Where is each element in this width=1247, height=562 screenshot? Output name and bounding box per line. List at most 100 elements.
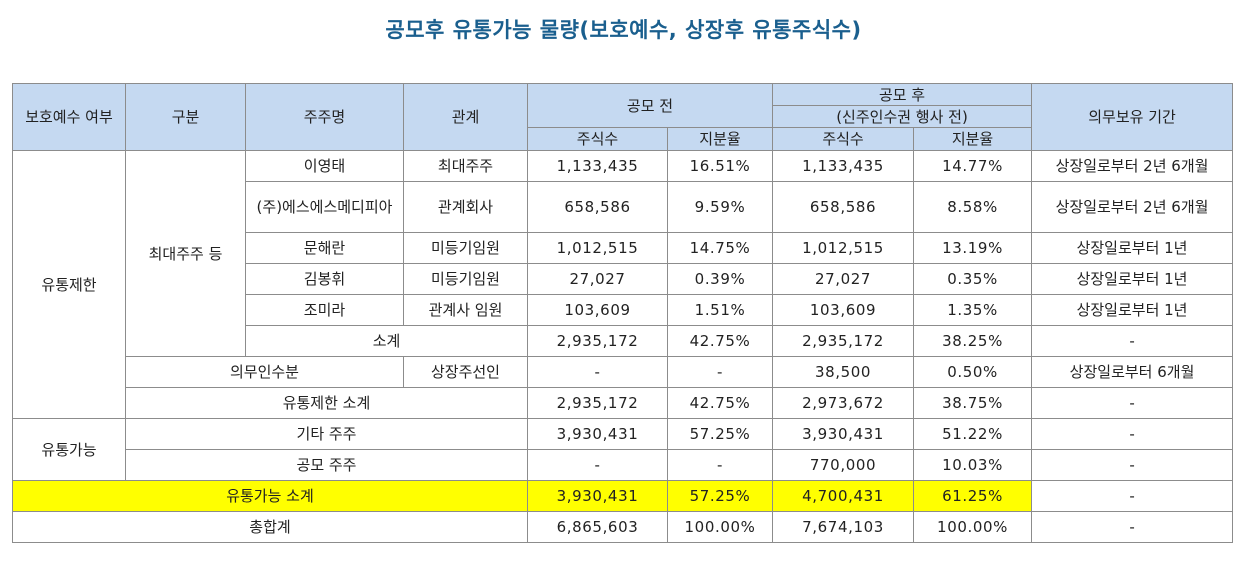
post-ratio: 61.25%	[913, 480, 1033, 512]
holder-name: 문해란	[245, 232, 404, 264]
lockup-period: -	[1031, 325, 1234, 357]
table-row: 유통제한 최대주주 등 이영태 최대주주 1,133,435 16.51% 1,…	[12, 150, 1234, 419]
pre-shares: 1,133,435	[527, 150, 668, 182]
post-shares: 3,930,431	[772, 418, 915, 450]
row-label: 기타 주주	[125, 418, 528, 450]
post-ratio: 0.50%	[913, 356, 1033, 388]
table-row: 김봉휘 미등기임원 27,027 0.39% 27,027 0.35% 상장일로…	[13, 263, 1234, 295]
pre-ratio: 1.51%	[666, 294, 774, 326]
post-shares: 7,674,103	[772, 511, 915, 543]
page-title: 공모후 유통가능 물량(보호예수, 상장후 유통주식수)	[385, 18, 862, 42]
header-post-ratio: 지분율	[913, 127, 1033, 151]
lockup-table: 보호예수 여부 구분 주주명 관계 공모 전 공모 후 의무보유 기간 (신주인…	[12, 83, 1234, 543]
post-ratio: 100.00%	[913, 511, 1033, 543]
lockup-period: -	[1031, 387, 1234, 419]
pre-shares: -	[527, 449, 668, 481]
post-ratio: 14.77%	[913, 150, 1033, 182]
pre-shares: 2,935,172	[527, 325, 668, 357]
pre-shares: 103,609	[527, 294, 668, 326]
post-ratio: 1.35%	[913, 294, 1033, 326]
post-shares: 4,700,431	[772, 480, 915, 512]
post-ratio: 38.25%	[913, 325, 1033, 357]
pre-ratio: -	[666, 356, 774, 388]
pre-shares: 2,935,172	[527, 387, 668, 419]
header-lockup: 보호예수 여부	[12, 83, 126, 151]
post-ratio: 0.35%	[913, 263, 1033, 295]
post-shares: 2,973,672	[772, 387, 915, 419]
lockup-period: 상장일로부터 1년	[1031, 294, 1234, 326]
post-ratio: 8.58%	[913, 181, 1033, 233]
major-subtotal-row: 소계 2,935,172 42.75% 2,935,172 38.25% -	[13, 325, 1234, 357]
pre-shares: 658,586	[527, 181, 668, 233]
table-row: (주)에스에스메디피아 관계회사 658,586 9.59% 658,586 8…	[13, 181, 1234, 233]
underwriter-row: 의무인수분 상장주선인 - - 38,500 0.50% 상장일로부터 6개월	[13, 356, 1234, 388]
lockup-period: -	[1031, 418, 1234, 450]
header-post-ipo: 공모 후	[772, 83, 1033, 106]
pre-ratio: -	[666, 449, 774, 481]
table-row: 조미라 관계사 임원 103,609 1.51% 103,609 1.35% 상…	[13, 294, 1234, 326]
holder-relation: 관계회사	[403, 181, 528, 233]
post-ratio: 38.75%	[913, 387, 1033, 419]
subtotal-label: 유통가능 소계	[12, 480, 528, 512]
holder-name: (주)에스에스메디피아	[245, 181, 404, 233]
header-post-ipo-note: (신주인수권 행사 전)	[772, 105, 1033, 128]
header-pre-ratio: 지분율	[666, 127, 774, 151]
pre-shares: 3,930,431	[527, 480, 668, 512]
group-restricted: 유통제한	[12, 150, 126, 419]
post-shares: 103,609	[772, 294, 915, 326]
table-row: 공모 주주 - - 770,000 10.03% -	[13, 449, 1234, 481]
post-shares: 38,500	[772, 356, 915, 388]
holder-name: 조미라	[245, 294, 404, 326]
post-shares: 27,027	[772, 263, 915, 295]
holder-relation: 최대주주	[403, 150, 528, 182]
header-relation: 관계	[403, 83, 528, 151]
pre-ratio: 100.00%	[666, 511, 774, 543]
pre-ratio: 57.25%	[666, 418, 774, 450]
post-ratio: 13.19%	[913, 232, 1033, 264]
tradable-subtotal-row: 유통가능 소계 3,930,431 57.25% 4,700,431 61.25…	[12, 480, 1234, 512]
holder-relation: 미등기임원	[403, 263, 528, 295]
pre-shares: 27,027	[527, 263, 668, 295]
holder-name: 이영태	[245, 150, 404, 182]
pre-ratio: 57.25%	[666, 480, 774, 512]
holder-name: 김봉휘	[245, 263, 404, 295]
lockup-period: 상장일로부터 1년	[1031, 263, 1234, 295]
header-period: 의무보유 기간	[1031, 83, 1234, 151]
subtotal-label: 소계	[245, 325, 528, 357]
post-shares: 1,133,435	[772, 150, 915, 182]
pre-ratio: 0.39%	[666, 263, 774, 295]
post-ratio: 51.22%	[913, 418, 1033, 450]
pre-shares: 1,012,515	[527, 232, 668, 264]
header-pre-ipo: 공모 전	[526, 83, 774, 128]
group-major: 최대주주 등	[125, 150, 246, 357]
lockup-period: -	[1031, 480, 1234, 512]
table-row: 문해란 미등기임원 1,012,515 14.75% 1,012,515 13.…	[13, 232, 1234, 264]
holder-relation: 관계사 임원	[403, 294, 528, 326]
post-shares: 2,935,172	[772, 325, 915, 357]
table-row: 유통가능 기타 주주 3,930,431 57.25% 3,930,431 51…	[12, 418, 1234, 481]
pre-ratio: 42.75%	[666, 325, 774, 357]
restricted-subtotal-row: 유통제한 소계 2,935,172 42.75% 2,973,672 38.75…	[13, 387, 1234, 419]
total-row: 총합계 6,865,603 100.00% 7,674,103 100.00% …	[12, 511, 1234, 543]
row-label: 공모 주주	[125, 449, 528, 481]
pre-ratio: 42.75%	[666, 387, 774, 419]
pre-ratio: 16.51%	[666, 150, 774, 182]
post-shares: 658,586	[772, 181, 915, 233]
total-label: 총합계	[12, 511, 528, 543]
lockup-period: -	[1031, 511, 1234, 543]
pre-ratio: 9.59%	[666, 181, 774, 233]
pre-ratio: 14.75%	[666, 232, 774, 264]
lockup-period: 상장일로부터 6개월	[1031, 356, 1234, 388]
lockup-period: 상장일로부터 2년 6개월	[1031, 181, 1234, 233]
header-post-shares: 주식수	[772, 127, 915, 151]
subtotal-label: 유통제한 소계	[125, 387, 528, 419]
header-pre-shares: 주식수	[527, 127, 668, 151]
pre-shares: -	[527, 356, 668, 388]
header-category: 구분	[125, 83, 246, 151]
header-holder: 주주명	[245, 83, 404, 151]
holder-relation: 미등기임원	[403, 232, 528, 264]
lockup-period: -	[1031, 449, 1234, 481]
underwriter-label: 의무인수분	[125, 356, 404, 388]
post-shares: 1,012,515	[772, 232, 915, 264]
pre-shares: 3,930,431	[527, 418, 668, 450]
